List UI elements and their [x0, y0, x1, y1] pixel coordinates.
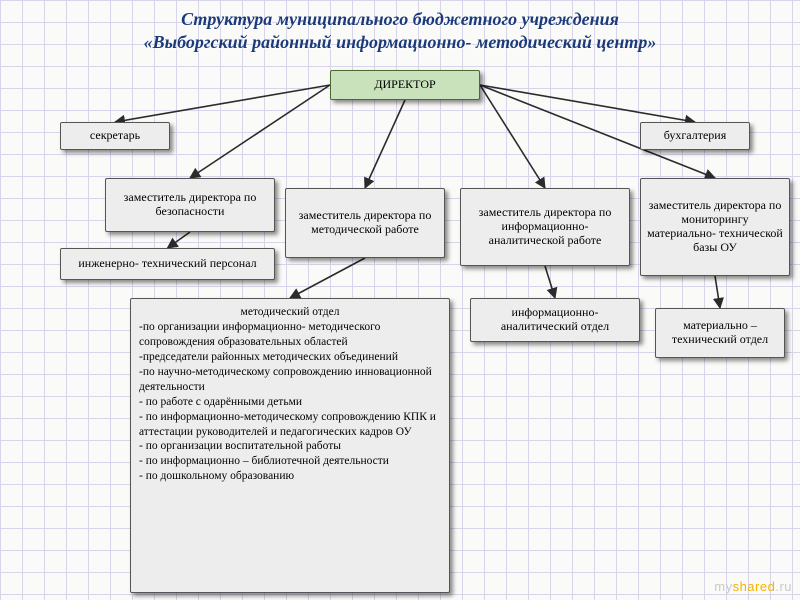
node-info-dept: информационно- аналитический отдел [470, 298, 640, 342]
node-deputy-monitor: заместитель директора по мониторингу мат… [640, 178, 790, 276]
method-dept-item: - по организации воспитательной работы [139, 439, 441, 454]
page-title: Структура муниципального бюджетного учре… [40, 8, 760, 53]
node-director: ДИРЕКТОР [330, 70, 480, 100]
node-deputy-safety: заместитель директора по безопасности [105, 178, 275, 232]
edge [168, 232, 191, 248]
edge [115, 85, 330, 122]
edge [480, 85, 695, 122]
edge [715, 276, 720, 308]
node-accounting: бухгалтерия [640, 122, 750, 150]
node-deputy-info: заместитель директора по информационно- … [460, 188, 630, 266]
node-deputy-method: заместитель директора по методической ра… [285, 188, 445, 258]
edge [290, 258, 365, 298]
method-dept-item: -по организации информационно- методичес… [139, 320, 441, 350]
method-dept-item: - по информационно-методическому сопрово… [139, 410, 441, 440]
method-dept-item: - по дошкольному образованию [139, 469, 441, 484]
node-engineering: инженерно- технический персонал [60, 248, 275, 280]
watermark: myshared.ru [714, 579, 792, 594]
node-method-dept: методический отдел -по организации инфор… [130, 298, 450, 593]
edge [190, 85, 330, 178]
node-secretary: секретарь [60, 122, 170, 150]
method-dept-header: методический отдел [139, 305, 441, 320]
title-line1: Структура муниципального бюджетного учре… [181, 9, 619, 29]
node-material-dept: материально – технический отдел [655, 308, 785, 358]
method-dept-item: -по научно-методическому сопровождению и… [139, 365, 441, 395]
method-dept-items: -по организации информационно- методичес… [139, 320, 441, 484]
title-line2: «Выборгский районный информационно- мето… [144, 32, 657, 52]
method-dept-item: - по работе с одарёнными детьми [139, 395, 441, 410]
edge [365, 100, 405, 188]
edge [545, 266, 555, 298]
edge [480, 85, 545, 188]
method-dept-item: - по информационно – библиотечной деятел… [139, 454, 441, 469]
method-dept-item: -председатели районных методических объе… [139, 350, 441, 365]
